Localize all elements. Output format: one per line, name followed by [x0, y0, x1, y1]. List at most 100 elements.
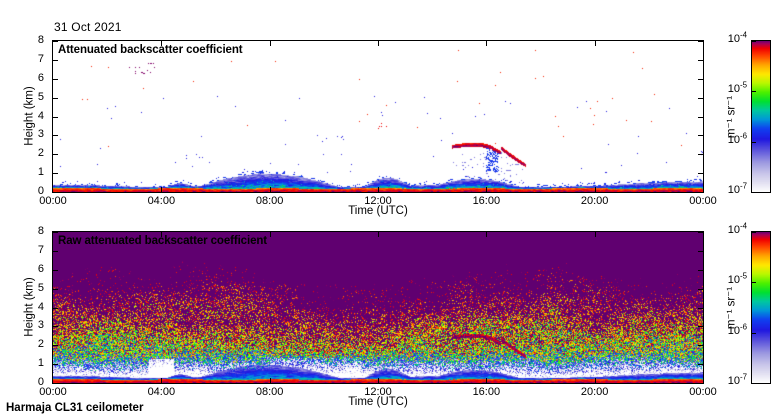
- y-tick-label: 5: [37, 90, 44, 103]
- colorbar-tick-mark: [752, 332, 756, 334]
- plot-area-raw-attenuated-backscatter[interactable]: [52, 231, 704, 384]
- x-tick-mark: [161, 187, 163, 192]
- colorbar-tick-label: 10-5: [715, 80, 747, 95]
- y-tick-mark-right: [698, 59, 703, 61]
- y-tick-mark: [53, 232, 58, 233]
- y-tick-mark: [53, 97, 58, 99]
- colorbar-unit-top: m⁻¹ sr⁻¹: [725, 95, 738, 139]
- x-tick-mark-top: [269, 232, 271, 237]
- colorbar-tick-base: 10: [727, 274, 740, 287]
- date-stamp: 31 Oct 2021: [54, 20, 122, 34]
- y-tick-mark: [53, 41, 58, 42]
- y-tick-mark-right: [698, 97, 703, 99]
- x-tick-label: 16:00: [472, 195, 501, 207]
- y-tick-mark-right: [698, 326, 703, 328]
- colorbar-tick-exponent: -6: [739, 322, 747, 331]
- x-tick-label: 08:00: [255, 386, 284, 398]
- colorbar-tick-exponent: -7: [739, 372, 747, 382]
- x-tick-mark-top: [486, 41, 488, 46]
- colorbar-unit-bottom: m⁻¹ sr⁻¹: [725, 286, 738, 330]
- footer-station-label: Harmaja CL31 ceilometer: [6, 402, 144, 414]
- y-tick-mark-right: [698, 250, 703, 252]
- heatmap-attenuated-backscatter: [53, 41, 703, 192]
- x-tick-mark-top: [594, 232, 596, 237]
- y-tick-label: 3: [37, 128, 44, 141]
- x-tick-label: 04:00: [147, 386, 176, 398]
- x-tick-label: 12:00: [364, 195, 392, 207]
- y-tick-mark-right: [698, 307, 703, 309]
- y-tick-label: 2: [37, 338, 44, 351]
- x-tick-mark-top: [269, 41, 271, 46]
- x-tick-label: 00:00: [689, 386, 717, 398]
- colorbar-tick-base: 10: [727, 375, 740, 387]
- y-tick-mark-right: [698, 364, 703, 366]
- colorbar-tick-exponent: -5: [739, 271, 747, 281]
- y-tick-mark: [53, 364, 58, 366]
- colorbar-tick-label: 10-6: [715, 131, 747, 146]
- x-tick-mark-top: [378, 41, 379, 46]
- y-tick-label: 6: [37, 262, 44, 275]
- y-tick-mark: [53, 173, 58, 175]
- colorbar-tick-label: 10-4: [715, 31, 747, 45]
- y-tick-mark: [53, 59, 58, 61]
- colorbar-tick-mark: [752, 192, 756, 193]
- y-tick-mark: [53, 288, 58, 290]
- x-tick-mark: [161, 378, 163, 383]
- colorbar-scale-bottom: [751, 231, 771, 384]
- colorbar-tick-mark: [752, 282, 756, 284]
- colorbar-tick-base: 10: [727, 184, 740, 196]
- x-tick-label: 16:00: [472, 386, 501, 398]
- y-tick-label: 1: [37, 166, 44, 179]
- colorbar-tick-base: 10: [727, 324, 740, 337]
- y-tick-label: 1: [37, 357, 44, 370]
- panel-title-raw-attenuated-backscatter: Raw attenuated backscatter coefficient: [58, 235, 268, 247]
- panel-title-attenuated-backscatter: Attenuated backscatter coefficient: [58, 44, 243, 56]
- y-tick-mark: [53, 135, 58, 137]
- colorbar-tick-base: 10: [727, 224, 740, 236]
- x-tick-mark: [269, 187, 271, 192]
- y-axis-title-bottom: Height (km): [23, 277, 36, 337]
- x-axis-title-top: Time (UTC): [348, 205, 408, 217]
- colorbar-scale-top: [751, 40, 771, 193]
- colorbar-tick-label: 10-4: [715, 221, 747, 236]
- y-tick-mark: [53, 269, 58, 271]
- y-tick-mark-right: [698, 232, 703, 233]
- colorbar-gradient-bottom: [752, 232, 770, 383]
- colorbar-tick-mark: [752, 141, 756, 143]
- y-tick-mark: [53, 78, 58, 80]
- y-tick-mark: [53, 154, 58, 156]
- y-tick-mark-right: [698, 41, 703, 42]
- y-tick-label: 4: [37, 109, 44, 122]
- y-tick-mark-right: [698, 135, 703, 137]
- x-tick-label: 20:00: [580, 195, 609, 207]
- y-tick-label: 0: [37, 376, 44, 388]
- x-tick-label: 00:00: [689, 195, 717, 207]
- y-tick-mark-right: [698, 269, 703, 271]
- colorbar-tick-label: 10-5: [715, 271, 747, 287]
- y-tick-mark: [53, 116, 58, 118]
- y-tick-mark: [53, 250, 58, 252]
- y-tick-label: 8: [37, 34, 44, 46]
- y-tick-mark-right: [698, 78, 703, 80]
- y-tick-label: 3: [37, 319, 44, 332]
- colorbar-tick-base: 10: [727, 33, 740, 45]
- y-tick-label: 6: [37, 71, 44, 84]
- y-axis-title-top: Height (km): [23, 86, 36, 146]
- x-tick-mark-top: [594, 41, 596, 46]
- colorbar-tick-label: 10-6: [715, 322, 747, 337]
- colorbar-tick-exponent: -5: [739, 80, 747, 90]
- x-tick-label: 04:00: [147, 195, 176, 207]
- colorbar-tick-exponent: -7: [739, 181, 747, 191]
- plot-area-attenuated-backscatter[interactable]: [52, 40, 704, 193]
- x-tick-mark-top: [378, 232, 379, 237]
- x-axis-title-bottom: Time (UTC): [348, 396, 408, 408]
- x-tick-mark: [486, 378, 488, 383]
- colorbar-tick-mark: [752, 91, 756, 93]
- colorbar-tick-exponent: -4: [739, 221, 747, 231]
- x-tick-label: 12:00: [364, 386, 392, 398]
- colorbar-tick-exponent: -6: [739, 131, 747, 140]
- y-tick-label: 2: [37, 147, 44, 160]
- colorbar-tick-mark: [752, 232, 756, 233]
- x-tick-mark-top: [486, 232, 488, 237]
